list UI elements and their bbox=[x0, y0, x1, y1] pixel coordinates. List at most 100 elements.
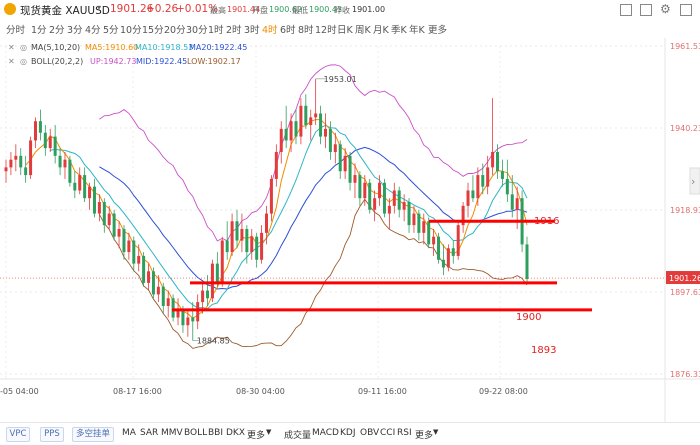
candle-106 bbox=[525, 236, 529, 283]
candle-50 bbox=[250, 228, 254, 260]
candle-13 bbox=[68, 155, 72, 187]
tag-pps[interactable]: PPS bbox=[40, 427, 64, 442]
y-tick-label-1: 1940.23 bbox=[670, 124, 700, 133]
x-tick-label-2: 08-30 04:00 bbox=[236, 387, 285, 396]
candle-55 bbox=[274, 144, 278, 187]
draw-line-icon[interactable] bbox=[620, 4, 632, 16]
chart-background bbox=[0, 38, 700, 422]
period-20[interactable]: 季K bbox=[391, 25, 407, 36]
indicator-mmv[interactable]: MMV bbox=[161, 428, 183, 438]
period-12[interactable]: 3时 bbox=[244, 25, 260, 36]
candle-24 bbox=[122, 225, 126, 260]
candle-16 bbox=[83, 167, 87, 203]
period-10[interactable]: 1时 bbox=[208, 25, 224, 36]
current-price-label: 1901.26 bbox=[669, 274, 700, 283]
indicator-ma[interactable]: MA bbox=[122, 428, 136, 438]
period-17[interactable]: 日K bbox=[337, 25, 353, 36]
candle-42 bbox=[210, 259, 214, 303]
tag-pending-orders[interactable]: 多空挂单 bbox=[72, 427, 114, 442]
candle-58 bbox=[289, 113, 293, 152]
candle-65 bbox=[323, 113, 327, 149]
period-15[interactable]: 8时 bbox=[298, 25, 314, 36]
candle-87 bbox=[432, 228, 436, 256]
period-16[interactable]: 12时 bbox=[315, 25, 337, 36]
candle-84 bbox=[417, 209, 421, 241]
period-1[interactable]: 1分 bbox=[31, 25, 47, 36]
chevron-down-icon[interactable]: ▼ bbox=[266, 428, 272, 436]
candle-23 bbox=[117, 221, 121, 249]
indicator-obv[interactable]: OBV bbox=[360, 428, 380, 438]
bottom-toolbar: VPC PPS 多空挂单 MA SAR MMV BOLL BBI DKX 更多 … bbox=[0, 422, 700, 445]
candle-67 bbox=[333, 132, 337, 164]
period-0[interactable]: 分时 bbox=[6, 25, 26, 36]
period-8[interactable]: 20分 bbox=[164, 25, 186, 36]
tag-vpc[interactable]: VPC bbox=[6, 427, 30, 442]
indicator-rsi[interactable]: RSI bbox=[397, 428, 412, 438]
indicator-more-main[interactable]: 更多 bbox=[247, 431, 266, 441]
side-panel-toggle bbox=[689, 167, 700, 195]
indicator-sar[interactable]: SAR bbox=[140, 428, 159, 438]
candle-51 bbox=[255, 232, 259, 268]
drawing-toolbar-icon[interactable] bbox=[640, 4, 652, 16]
candle-26 bbox=[132, 236, 136, 272]
candle-32 bbox=[161, 282, 165, 314]
candle-69 bbox=[343, 148, 347, 179]
stat-prev-value: 1901.00 bbox=[352, 5, 386, 14]
candle-98 bbox=[486, 155, 490, 195]
candle-78 bbox=[387, 198, 391, 229]
fullscreen-icon[interactable] bbox=[680, 4, 692, 16]
candle-41 bbox=[206, 275, 210, 306]
period-13[interactable]: 4时 bbox=[262, 25, 278, 36]
candle-89 bbox=[441, 244, 445, 276]
period-3[interactable]: 3分 bbox=[67, 25, 83, 36]
price-change-pct: +0.01% bbox=[176, 3, 219, 15]
caret-down-icon[interactable]: ▾ bbox=[97, 3, 102, 12]
candle-54 bbox=[269, 175, 273, 222]
indicator-macd[interactable]: MACD bbox=[312, 428, 339, 438]
indicator-boll[interactable]: BOLL bbox=[184, 428, 208, 438]
period-5[interactable]: 5分 bbox=[103, 25, 119, 36]
ma5-legend: MA5:1910.60 bbox=[85, 43, 138, 52]
candle-15 bbox=[78, 167, 82, 195]
candle-68 bbox=[338, 140, 342, 179]
candle-2 bbox=[14, 144, 18, 172]
period-18[interactable]: 周K bbox=[355, 25, 371, 36]
indicator-kdj[interactable]: KDJ bbox=[340, 428, 356, 438]
candle-95 bbox=[471, 175, 475, 203]
symbol-name[interactable]: 现货黄金 XAUUSD bbox=[20, 5, 110, 17]
period-4[interactable]: 4分 bbox=[85, 25, 101, 36]
candle-37 bbox=[186, 309, 190, 337]
x-tick-label-1: 08-17 16:00 bbox=[113, 387, 162, 396]
period-6[interactable]: 10分 bbox=[120, 25, 142, 36]
settings-icon[interactable]: ⚙ bbox=[660, 2, 671, 16]
candle-102 bbox=[505, 159, 509, 203]
period-7[interactable]: 15分 bbox=[142, 25, 164, 36]
hline-1893-label: 1893 bbox=[531, 345, 556, 356]
candle-9 bbox=[48, 128, 52, 152]
candle-5 bbox=[29, 136, 33, 179]
period-9[interactable]: 30分 bbox=[186, 25, 208, 36]
candle-77 bbox=[382, 178, 386, 218]
indicator-dkx[interactable]: DKX bbox=[226, 428, 245, 438]
period-14[interactable]: 6时 bbox=[280, 25, 296, 36]
candle-1 bbox=[9, 151, 13, 176]
indicator-more-sub[interactable]: 更多 bbox=[415, 431, 434, 441]
candle-83 bbox=[412, 205, 416, 233]
candle-81 bbox=[402, 194, 406, 222]
period-19[interactable]: 月K bbox=[373, 25, 389, 36]
indicator-volume[interactable]: 成交量 bbox=[284, 431, 312, 441]
candle-100 bbox=[496, 144, 500, 179]
chevron-down-icon[interactable]: ▼ bbox=[433, 428, 439, 436]
candle-3 bbox=[19, 148, 23, 176]
period-21[interactable]: 年K bbox=[409, 25, 425, 36]
candle-4 bbox=[24, 155, 28, 183]
indicator-bbi[interactable]: BBI bbox=[208, 428, 224, 438]
candle-6 bbox=[33, 117, 37, 149]
period-11[interactable]: 2时 bbox=[226, 25, 242, 36]
high-annotation: 1953.01 bbox=[324, 75, 357, 84]
candle-19 bbox=[97, 194, 101, 222]
period-22[interactable]: 更多 bbox=[428, 25, 448, 36]
candle-11 bbox=[58, 148, 62, 176]
indicator-cci[interactable]: CCI bbox=[380, 428, 396, 438]
period-2[interactable]: 2分 bbox=[49, 25, 65, 36]
